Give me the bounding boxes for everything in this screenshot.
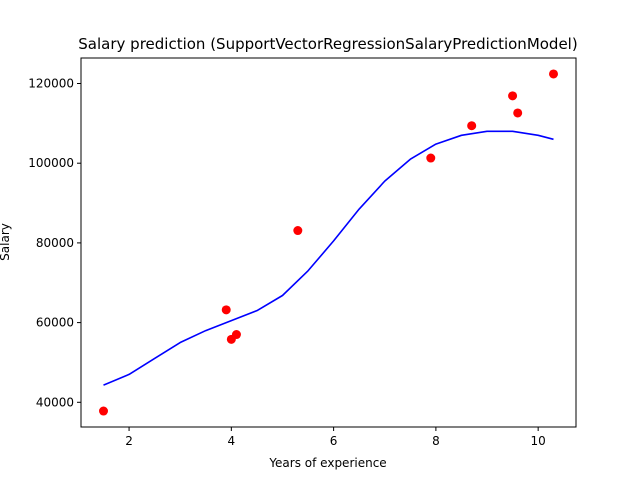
regression-line-layer (103, 130, 554, 386)
data-point (508, 91, 518, 101)
x-tick-label: 4 (228, 434, 236, 448)
data-point (549, 69, 558, 79)
data-point (513, 108, 523, 118)
data-point (467, 121, 477, 131)
y-tick-label: 120000 (28, 77, 74, 91)
data-point (221, 305, 231, 315)
x-tick-label: 2 (125, 434, 133, 448)
plot-area (80, 57, 577, 428)
y-tick-label: 40000 (36, 395, 74, 409)
data-point (426, 153, 436, 163)
prediction-line (103, 130, 554, 386)
axis-ticks: 2 4 6 8 10 40000 60000 80000 100000 120000 (28, 77, 546, 448)
data-points-layer (99, 69, 558, 416)
y-tick-label: 100000 (28, 156, 74, 170)
chart-title: Salary prediction (SupportVectorRegressi… (78, 35, 577, 53)
x-tick-label: 6 (330, 434, 338, 448)
x-tick-label: 8 (432, 434, 440, 448)
y-tick-label: 60000 (36, 316, 74, 330)
x-axis-label: Years of experience (268, 456, 386, 470)
data-point (231, 330, 241, 340)
data-point (99, 406, 108, 416)
axes-frame (80, 57, 577, 428)
y-axis-label: Salary (0, 223, 12, 261)
y-tick-label: 80000 (36, 236, 74, 250)
x-tick-label: 10 (531, 434, 546, 448)
data-point (293, 226, 303, 236)
